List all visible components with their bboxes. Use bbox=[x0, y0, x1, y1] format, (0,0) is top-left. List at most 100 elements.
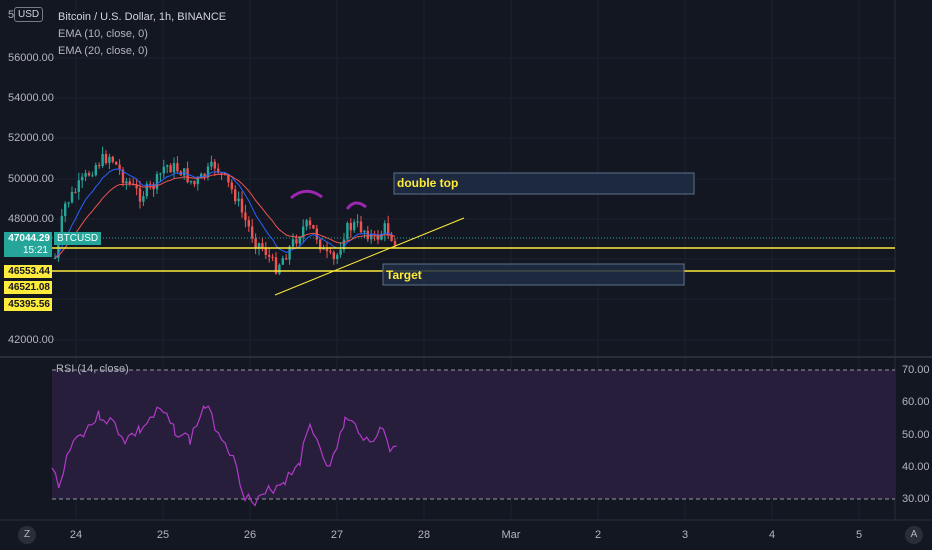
time-label: 2 bbox=[594, 529, 602, 541]
ticker-tag: BTCUSD bbox=[54, 232, 102, 245]
candle-body bbox=[210, 161, 213, 167]
candle-body bbox=[308, 220, 312, 226]
candle-body bbox=[183, 168, 186, 176]
candle-body bbox=[339, 249, 342, 255]
candle-body bbox=[366, 230, 369, 240]
candle-body bbox=[281, 258, 284, 265]
candle-body bbox=[53, 257, 57, 259]
last-price-tag: 47044.29 bbox=[4, 232, 52, 245]
candle-body bbox=[288, 246, 291, 260]
level-tag: 46553.44 bbox=[4, 265, 52, 278]
candle-body bbox=[101, 154, 104, 167]
candle-body bbox=[104, 154, 108, 164]
candle-body bbox=[67, 202, 70, 204]
price-label: 56000.00 bbox=[8, 52, 54, 64]
candle-body bbox=[291, 239, 295, 247]
time-label: 5 bbox=[855, 529, 863, 541]
candle-body bbox=[349, 223, 352, 231]
candle-body bbox=[244, 212, 247, 221]
candle-body bbox=[196, 178, 199, 185]
candle-body bbox=[193, 180, 196, 185]
candle-body bbox=[329, 251, 332, 253]
rsi-axis-label: 40.00 bbox=[902, 461, 930, 473]
candle-body bbox=[94, 165, 97, 176]
candle-body bbox=[312, 225, 315, 229]
candle-body bbox=[125, 181, 128, 184]
rsi-legend[interactable]: RSI (14, close) bbox=[56, 363, 129, 375]
time-label: 4 bbox=[768, 529, 776, 541]
price-label: 42000.00 bbox=[8, 334, 54, 346]
candle-body bbox=[108, 156, 111, 164]
candle-body bbox=[376, 234, 380, 240]
candle-body bbox=[189, 180, 193, 183]
trendline[interactable] bbox=[274, 217, 465, 296]
candle-body bbox=[240, 198, 244, 213]
price-label: 52000.00 bbox=[8, 132, 54, 144]
rsi-band bbox=[52, 370, 895, 499]
candle-body bbox=[166, 165, 169, 167]
target-box[interactable] bbox=[382, 263, 685, 286]
double-top-box[interactable] bbox=[393, 172, 695, 195]
candle-body bbox=[264, 248, 267, 255]
candle-body bbox=[332, 252, 335, 259]
time-label: 3 bbox=[681, 529, 689, 541]
time-label: 28 bbox=[417, 529, 431, 541]
candle-body bbox=[393, 241, 397, 246]
candle-body bbox=[370, 233, 373, 240]
candles bbox=[53, 146, 397, 276]
candle-body bbox=[115, 161, 118, 165]
candle-body bbox=[285, 258, 288, 260]
time-label: 24 bbox=[69, 529, 83, 541]
candle-body bbox=[271, 256, 274, 258]
candle-body bbox=[274, 257, 278, 274]
candle-body bbox=[84, 173, 87, 177]
price-label: 48000.00 bbox=[8, 213, 54, 225]
price-label: 50000.00 bbox=[8, 173, 54, 185]
candle-body bbox=[356, 221, 359, 223]
candle-body bbox=[169, 165, 172, 173]
candle-body bbox=[138, 188, 142, 202]
candle-body bbox=[176, 163, 179, 172]
candle-body bbox=[186, 168, 189, 183]
candle-body bbox=[342, 239, 346, 250]
rsi-axis-label: 30.00 bbox=[902, 493, 930, 505]
rsi-axis-label: 70.00 bbox=[902, 364, 930, 376]
level-tag: 46521.08 bbox=[4, 281, 52, 294]
candle-body bbox=[254, 238, 257, 248]
auto-scale-button[interactable]: A bbox=[905, 526, 923, 544]
ema-slow-legend[interactable]: EMA (20, close, 0) bbox=[58, 45, 148, 57]
candle-body bbox=[387, 223, 390, 236]
candle-body bbox=[60, 216, 63, 237]
candle-body bbox=[247, 220, 250, 227]
candle-body bbox=[159, 173, 162, 175]
candle-body bbox=[251, 226, 254, 239]
target-label[interactable]: Target bbox=[386, 268, 422, 282]
double-top-label[interactable]: double top bbox=[397, 176, 459, 190]
time-label: 27 bbox=[330, 529, 344, 541]
double-top-arc-left[interactable] bbox=[290, 189, 323, 200]
candle-body bbox=[298, 237, 301, 244]
candle-body bbox=[111, 156, 114, 162]
candle-body bbox=[77, 180, 80, 192]
symbol-title[interactable]: Bitcoin / U.S. Dollar, 1h, BINANCE bbox=[58, 11, 227, 23]
candle-body bbox=[118, 164, 121, 170]
double-top-arc-right[interactable] bbox=[345, 201, 367, 210]
candle-body bbox=[203, 173, 206, 178]
ema-fast-legend[interactable]: EMA (10, close, 0) bbox=[58, 28, 148, 40]
currency-prefix: 5 bbox=[8, 9, 15, 21]
candle-body bbox=[234, 189, 237, 202]
candle-body bbox=[87, 173, 91, 176]
timezone-button[interactable]: Z bbox=[18, 526, 36, 544]
candle-body bbox=[383, 223, 386, 234]
candle-body bbox=[261, 243, 264, 249]
currency-button[interactable]: USD bbox=[14, 7, 44, 22]
ema-slow-line bbox=[54, 173, 396, 259]
candle-body bbox=[74, 191, 77, 193]
candle-body bbox=[278, 264, 281, 274]
candle-body bbox=[295, 239, 298, 244]
candle-body bbox=[363, 230, 366, 233]
candle-body bbox=[319, 239, 322, 250]
candle-body bbox=[128, 181, 131, 185]
candle-body bbox=[135, 184, 138, 189]
